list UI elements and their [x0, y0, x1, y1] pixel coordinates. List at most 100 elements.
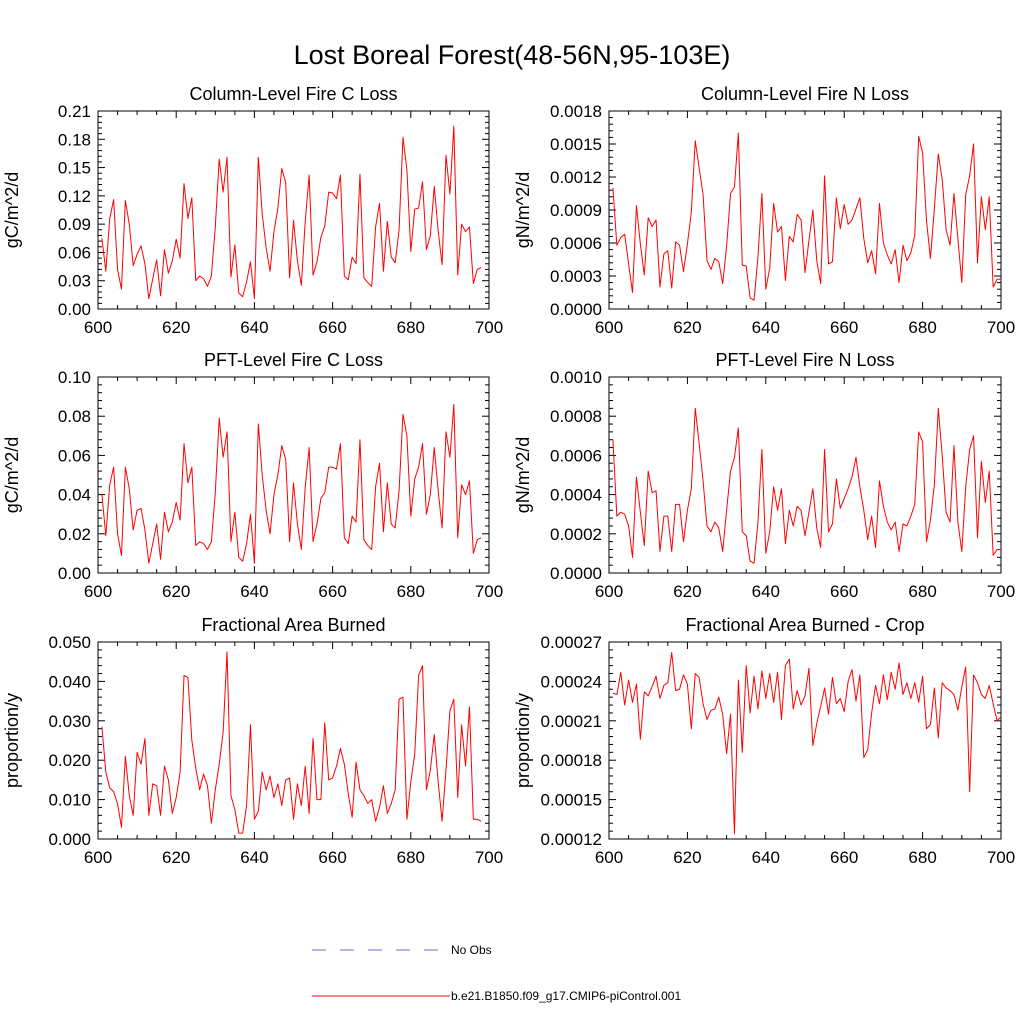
chart-fractional-area-burned: Fractional Area Burned 600 620 640 660 680 700… [2, 615, 503, 867]
chart-pft-level-fire-n-loss: PFT-Level Fire N Loss 600 620 640 660 680 700 0… [513, 350, 1015, 601]
figure-title: Lost Boreal Forest(48-56N,95-103E) [294, 40, 731, 70]
x-tick-label: 680 [908, 848, 936, 867]
y-tick-label: 0.00018 [541, 751, 602, 770]
series-line-fractional-area-burned [101, 651, 482, 834]
y-tick-label: 0.020 [48, 751, 91, 770]
plot-frame [608, 641, 1002, 840]
chart-title-pft-level-fire-c-loss: PFT-Level Fire C Loss [204, 350, 383, 370]
x-tick-label: 680 [397, 582, 425, 601]
legend-entry-no-obs: No Obs [312, 943, 492, 957]
chart-title-fractional-area-burned: Fractional Area Burned [201, 615, 385, 635]
x-tick-label: 620 [162, 848, 190, 867]
y-tick-label: 0.06 [58, 243, 91, 262]
y-tick-label: 0.00021 [541, 712, 602, 731]
series-line-pft-level-fire-n-loss [612, 407, 1001, 564]
x-tick-label: 640 [752, 848, 780, 867]
x-tick-label: 620 [673, 848, 701, 867]
y-tick-label: 0.0008 [550, 407, 602, 426]
plot-frame [97, 641, 490, 840]
chart-title-column-level-fire-c-loss: Column-Level Fire C Loss [189, 84, 397, 104]
y-tick-label: 0.08 [58, 407, 91, 426]
x-tick-label: 660 [830, 318, 858, 337]
y-tick-label: 0.0000 [550, 300, 602, 319]
y-tick-label: 0.0006 [550, 446, 602, 465]
x-tick-label: 640 [240, 318, 268, 337]
chart-pft-level-fire-c-loss: PFT-Level Fire C Loss 600 620 640 660 680 700 0… [2, 350, 503, 601]
series-line-pft-level-fire-c-loss [101, 403, 482, 564]
y-tick-label: 0.00027 [541, 633, 602, 652]
series-line-column-level-fire-c-loss [101, 125, 482, 300]
y-tick-label: 0.00 [58, 564, 91, 583]
x-tick-label: 600 [595, 582, 623, 601]
y-tick-label: 0.12 [58, 187, 91, 206]
chart-column-level-fire-c-loss: Column-Level Fire C Loss 600 620 640 660 680 7… [2, 84, 503, 337]
chart-fractional-area-burned-crop: Fractional Area Burned - Crop 600 620 640 66… [513, 615, 1015, 867]
y-tick-label: 0.050 [48, 633, 91, 652]
plot-frame [608, 376, 1002, 574]
y-tick-label: 0.0000 [550, 564, 602, 583]
x-tick-label: 700 [475, 582, 503, 601]
y-tick-label: 0.0012 [550, 168, 602, 187]
y-tick-label: 0.04 [58, 486, 91, 505]
y-tick-label: 0.02 [58, 525, 91, 544]
series-line-column-level-fire-n-loss [612, 132, 1001, 301]
y-axis-label: gC/m^2/d [2, 172, 22, 248]
y-tick-label: 0.0009 [550, 201, 602, 220]
x-tick-label: 640 [752, 318, 780, 337]
x-tick-label: 600 [595, 318, 623, 337]
y-tick-label: 0.0018 [550, 102, 602, 121]
x-tick-label: 700 [987, 848, 1015, 867]
y-tick-label: 0.10 [58, 368, 91, 387]
x-tick-label: 600 [84, 582, 112, 601]
y-axis-label: gC/m^2/d [2, 437, 22, 513]
y-tick-label: 0.18 [58, 130, 91, 149]
y-tick-label: 0.0003 [550, 267, 602, 286]
x-tick-label: 620 [162, 582, 190, 601]
y-tick-label: 0.06 [58, 446, 91, 465]
y-axis-label: gN/m^2/d [513, 172, 533, 248]
y-tick-label: 0.030 [48, 712, 91, 731]
y-axis-label: proportion/y [2, 693, 22, 788]
y-tick-label: 0.0002 [550, 525, 602, 544]
plot-frame [97, 110, 490, 310]
y-tick-label: 0.0006 [550, 234, 602, 253]
y-tick-label: 0.03 [58, 272, 91, 291]
y-tick-label: 0.0010 [550, 368, 602, 387]
x-tick-label: 680 [397, 318, 425, 337]
y-tick-label: 0.0015 [550, 135, 602, 154]
y-tick-label: 0.00012 [541, 830, 602, 849]
series-line-fractional-area-burned-crop [612, 652, 1002, 835]
x-tick-label: 620 [673, 582, 701, 601]
x-tick-label: 700 [475, 848, 503, 867]
x-tick-label: 640 [752, 582, 780, 601]
x-tick-label: 700 [987, 582, 1015, 601]
x-tick-label: 660 [318, 582, 346, 601]
x-tick-label: 620 [162, 318, 190, 337]
legend: No Obs b.e21.B1850.f09_g17.CMIP6-piContr… [312, 943, 681, 1003]
chart-column-level-fire-n-loss: Column-Level Fire N Loss 600 620 640 660 680 7… [513, 84, 1015, 337]
plot-frame [608, 110, 1002, 310]
x-tick-label: 600 [84, 848, 112, 867]
x-tick-label: 700 [475, 318, 503, 337]
x-tick-label: 660 [318, 848, 346, 867]
y-tick-label: 0.0004 [550, 486, 602, 505]
y-tick-label: 0.00024 [541, 672, 602, 691]
chart-title-fractional-area-burned-crop: Fractional Area Burned - Crop [685, 615, 924, 635]
chart-panels: Column-Level Fire C Loss 600 620 640 660 680 7… [2, 84, 1015, 867]
y-tick-label: 0.040 [48, 672, 91, 691]
chart-title-column-level-fire-n-loss: Column-Level Fire N Loss [701, 84, 909, 104]
x-tick-label: 640 [240, 582, 268, 601]
y-tick-label: 0.00 [58, 300, 91, 319]
y-axis-label: proportion/y [513, 693, 533, 788]
legend-label-no-obs: No Obs [451, 943, 492, 957]
y-tick-label: 0.21 [58, 102, 91, 121]
legend-entry-model-run: b.e21.B1850.f09_g17.CMIP6-piControl.001 [312, 989, 681, 1003]
legend-label-model-run: b.e21.B1850.f09_g17.CMIP6-piControl.001 [451, 989, 681, 1003]
x-tick-label: 680 [397, 848, 425, 867]
plot-frame [97, 376, 490, 574]
x-tick-label: 660 [830, 582, 858, 601]
x-tick-label: 680 [908, 582, 936, 601]
y-tick-label: 0.000 [48, 830, 91, 849]
x-tick-label: 600 [84, 318, 112, 337]
x-tick-label: 680 [908, 318, 936, 337]
